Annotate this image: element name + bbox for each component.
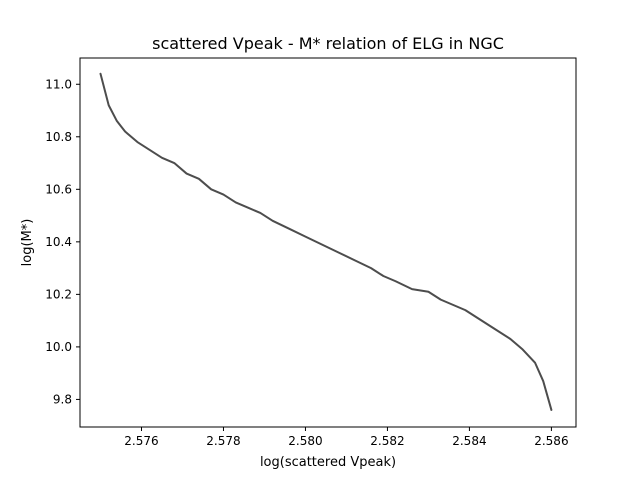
chart-title: scattered Vpeak - M* relation of ELG in … [152, 34, 504, 53]
tick-layer: 2.576 2.578 2.580 2.582 2.584 2.586 9.8 10.0 10.… [45, 77, 568, 448]
y-axis-label: log(M*) [20, 219, 35, 267]
y-tick-label: 10.4 [45, 235, 72, 249]
plot-area: 2.576 2.578 2.580 2.582 2.584 2.586 9.8 10.0 10.… [45, 57, 577, 448]
y-tick-label: 11.0 [45, 77, 72, 91]
x-tick-label: 2.584 [452, 434, 486, 448]
x-axis-label: log(scattered Vpeak) [260, 455, 396, 470]
y-tick-label: 10.0 [45, 340, 72, 354]
plot-frame [79, 57, 577, 428]
series-line [99, 72, 553, 411]
y-tick-label: 10.2 [45, 287, 72, 301]
y-tick-label: 9.8 [53, 392, 72, 406]
x-tick-label: 2.586 [534, 434, 568, 448]
y-tick-label: 10.6 [45, 182, 72, 196]
x-tick-label: 2.582 [370, 434, 404, 448]
x-tick-label: 2.578 [206, 434, 240, 448]
x-tick-label: 2.580 [288, 434, 322, 448]
y-tick-label: 10.8 [45, 130, 72, 144]
x-tick-label: 2.576 [124, 434, 158, 448]
